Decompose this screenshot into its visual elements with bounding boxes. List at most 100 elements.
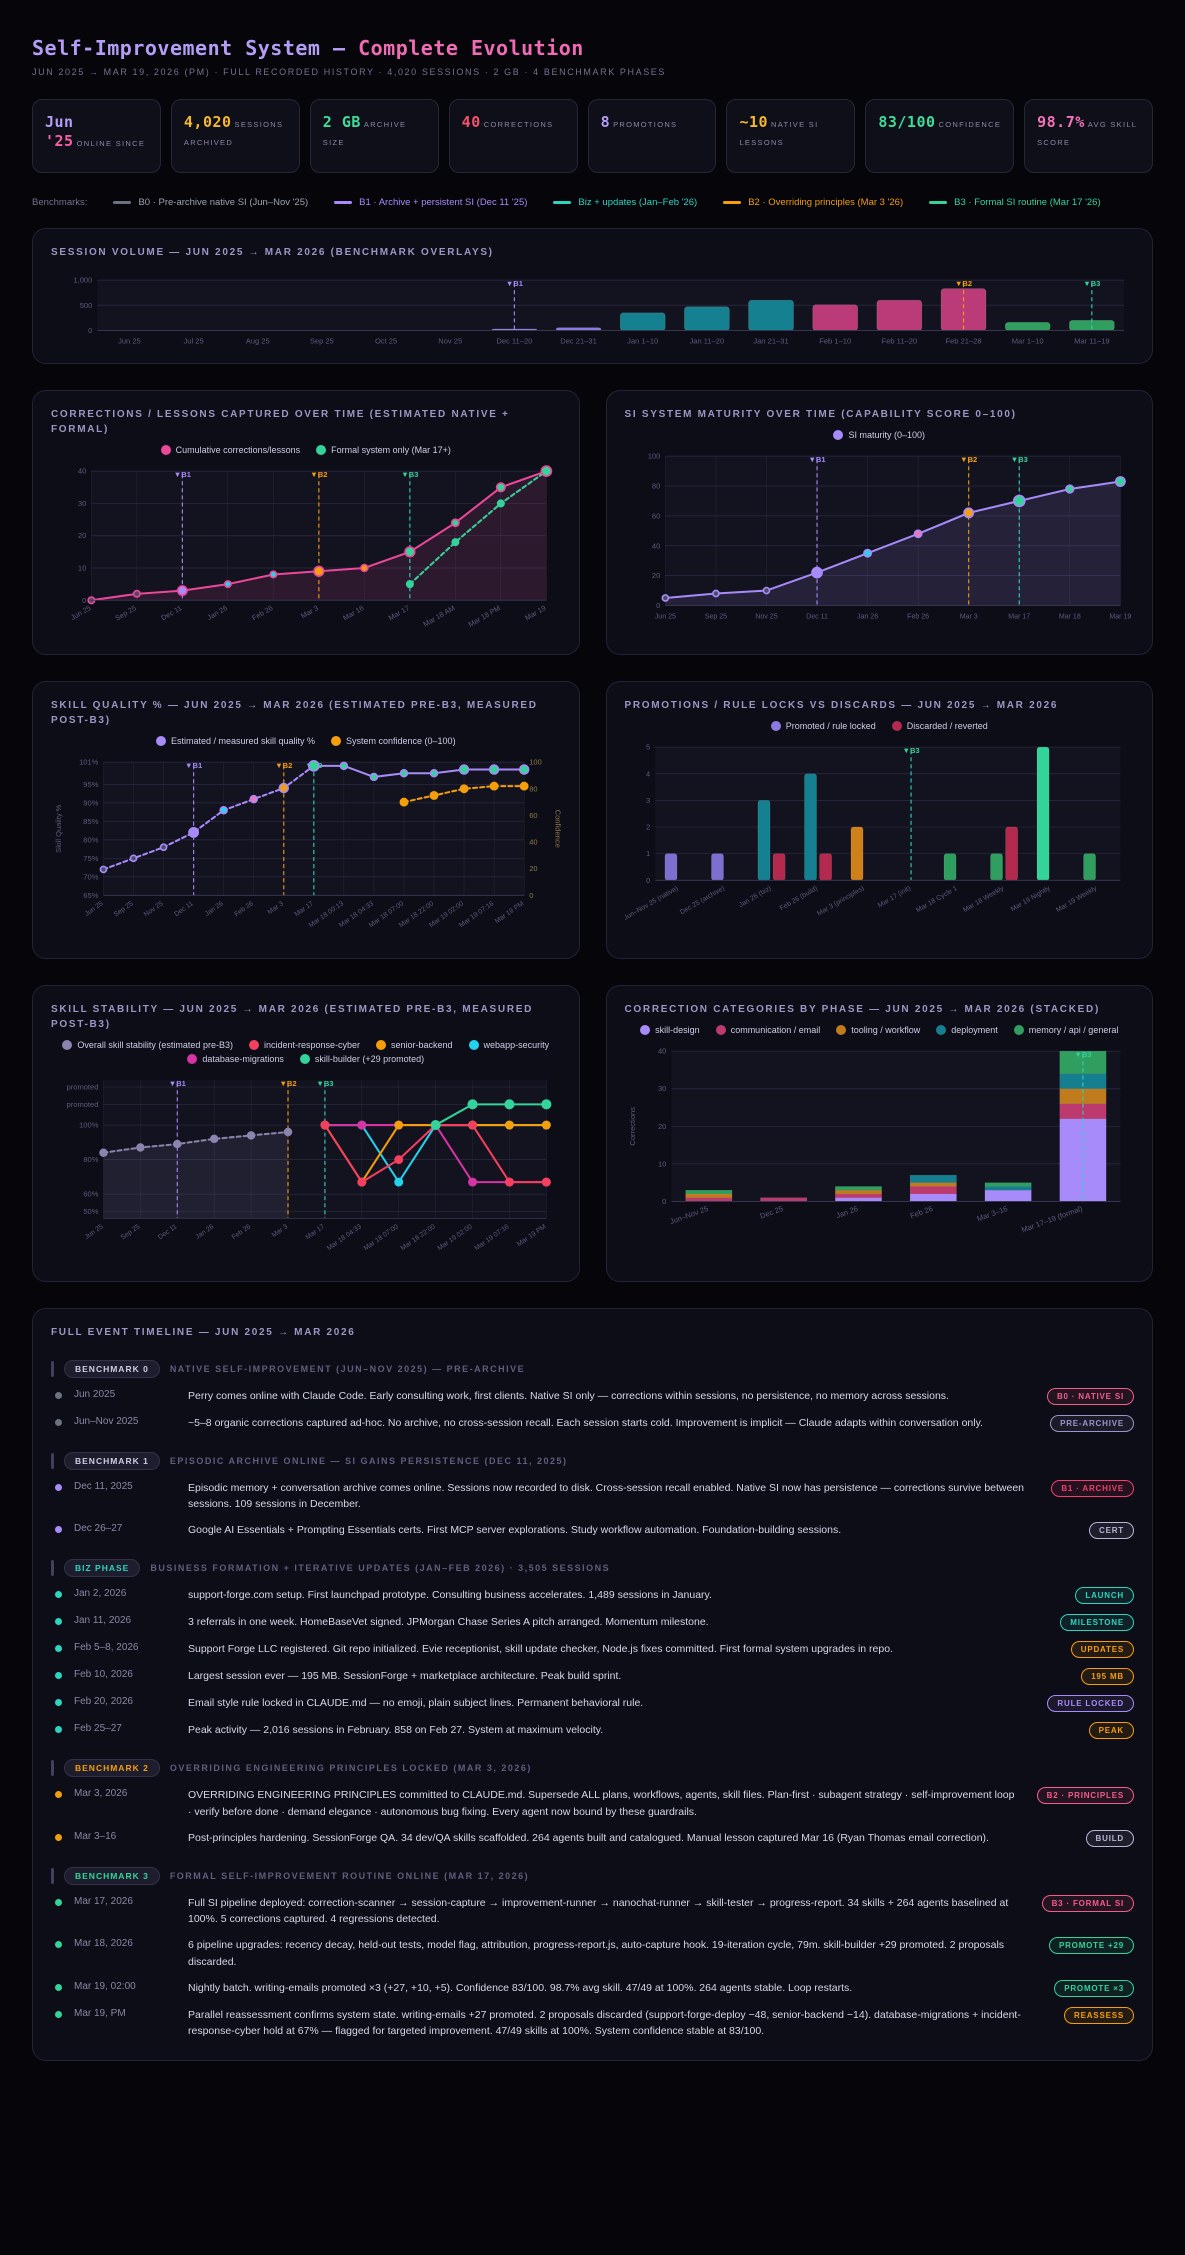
section-title: NATIVE SELF-IMPROVEMENT (JUN–NOV 2025) —… (169, 1363, 526, 1374)
legend-label: Discarded / reverted (906, 721, 988, 732)
event-dot (55, 1526, 62, 1534)
svg-text:▼B3: ▼B3 (1074, 1050, 1091, 1059)
svg-text:Mar 3: Mar 3 (959, 613, 977, 620)
svg-text:Feb 26: Feb 26 (908, 1204, 933, 1220)
chart-title: PROMOTIONS / RULE LOCKS VS DISCARDS — JU… (624, 700, 1059, 712)
timeline-row: Dec 26–27 Google AI Essentials + Promptin… (51, 1522, 1134, 1540)
legend-dot (770, 721, 781, 732)
section-title: BUSINESS FORMATION + ITERATIVE UPDATES (… (150, 1563, 611, 1574)
legend-label: Promoted / rule locked (785, 721, 876, 732)
legend-dot (891, 721, 902, 732)
skill-stability-plot: 50% 60% 80% 100% promoted promoted ▼B1 ▼B2 ▼B3 Ju… (51, 1064, 561, 1271)
svg-text:Feb 26 (build): Feb 26 (build) (778, 885, 818, 912)
section-title: OVERRIDING ENGINEERING PRINCIPLES LOCKED… (169, 1763, 532, 1774)
svg-text:Sep 25: Sep 25 (113, 900, 135, 918)
svg-text:Mar 17: Mar 17 (1008, 613, 1030, 620)
legend-item: System confidence (0–100) (331, 736, 456, 747)
svg-text:101%: 101% (79, 758, 99, 767)
benchmark-line-swatch (553, 201, 572, 204)
charts-row-2: SKILL QUALITY % — JUN 2025 → MAR 2026 (E… (32, 681, 1153, 985)
timeline-title: FULL EVENT TIMELINE — JUN 2025 → MAR 202… (51, 1326, 356, 1338)
timeline-row: Jan 2, 2026 support-forge.com setup. Firs… (51, 1587, 1134, 1605)
svg-text:Mar 19 PM: Mar 19 PM (494, 900, 526, 925)
skill-quality-plot: 65% 70% 75% 80% 85% 90% 95% 101% 0 20 40 60 80 100 Con… (51, 746, 560, 948)
event-date: Dec 11, 2025 (74, 1480, 133, 1492)
svg-text:Jan 26: Jan 26 (206, 603, 229, 622)
svg-text:Sep 25: Sep 25 (704, 613, 726, 620)
svg-text:20: 20 (651, 571, 659, 580)
svg-text:Jun–Nov 25: Jun–Nov 25 (668, 1204, 709, 1226)
page-title-accent: Complete Evolution (345, 36, 584, 60)
event-date: Feb 20, 2026 (74, 1696, 133, 1708)
skill-quality-card: SKILL QUALITY % — JUN 2025 → MAR 2026 (E… (32, 681, 580, 960)
legend-label: SI maturity (0–100) (848, 429, 926, 440)
event-tag-badge: B0 · NATIVE SI (1046, 1387, 1134, 1405)
legend-dot (331, 736, 341, 747)
event-tag-badge: RULE LOCKED (1047, 1695, 1134, 1713)
svg-text:Sep 25: Sep 25 (310, 337, 334, 346)
chart-title: CORRECTION CATEGORIES BY PHASE — JUN 202… (624, 1004, 1100, 1016)
event-date: Jan 11, 2026 (74, 1615, 132, 1627)
svg-text:Mar 1–10: Mar 1–10 (1012, 337, 1044, 346)
stats-row: Jun '25 ONLINE SINCE 4,020 SESSIONS ARCHIVE… (32, 99, 1154, 173)
svg-text:▼B3: ▼B3 (1083, 279, 1100, 288)
svg-text:60: 60 (651, 511, 659, 520)
benchmark-line-swatch (723, 201, 742, 204)
timeline-row: Mar 19, PM Parallel reassessment confirms… (51, 2007, 1134, 2040)
svg-text:Jan 21–31: Jan 21–31 (753, 337, 788, 346)
svg-text:Feb 26: Feb 26 (231, 1223, 253, 1241)
chart-legend: Promoted / rule locked Discarded / revert… (625, 721, 1135, 732)
svg-text:Mar 19 02:00: Mar 19 02:00 (437, 1223, 474, 1252)
svg-text:Jan 1–10: Jan 1–10 (627, 337, 658, 346)
event-date: Jan 2, 2026 (74, 1588, 127, 1600)
legend-dot (62, 1040, 73, 1051)
svg-text:40: 40 (529, 838, 537, 847)
timeline-row: Jan 11, 2026 3 referrals in one week. Hom… (51, 1614, 1134, 1632)
svg-text:▼B1: ▼B1 (506, 279, 523, 288)
event-date: Mar 3, 2026 (74, 1788, 128, 1800)
legend-dot (468, 1040, 479, 1051)
stat-value: '25 (45, 132, 74, 150)
svg-text:Dec 11: Dec 11 (157, 1223, 179, 1241)
svg-text:100: 100 (529, 758, 542, 767)
event-tag-badge: B2 · PRINCIPLES (1036, 1787, 1134, 1805)
session-volume-plot: 0 500 1,000 ▼B1 ▼B2 ▼B3 Jun 25 Jul 25 Aug 25 Sep … (51, 268, 1134, 353)
benchmark-legend-item: B2 · Overriding principles (Mar 3 '26) (723, 197, 903, 208)
svg-text:65%: 65% (83, 891, 98, 900)
svg-text:Dec 25 (archive): Dec 25 (archive) (678, 885, 725, 916)
svg-text:Sep 25: Sep 25 (120, 1223, 142, 1241)
svg-text:Jun 25: Jun 25 (654, 613, 675, 620)
svg-text:Sep 25: Sep 25 (113, 603, 137, 622)
event-tag-badge: CERT (1089, 1522, 1134, 1540)
section-marker-bar (51, 1867, 54, 1884)
legend-item: Cumulative corrections/lessons (160, 444, 300, 455)
event-dot (55, 2011, 62, 2019)
legend-dot (155, 736, 166, 747)
svg-text:Mar 18 04:33: Mar 18 04:33 (326, 1223, 363, 1252)
corrections-lessons-plot: 0 10 20 30 40 ▼B1 ▼B2 ▼B3 Jun 25 Sep 25 Dec 11 Jan … (51, 455, 561, 645)
svg-text:▼B2: ▼B2 (310, 470, 327, 479)
svg-text:promoted: promoted (67, 1100, 99, 1109)
event-date: Mar 19, PM (74, 2008, 126, 2020)
legend-dot (248, 1040, 259, 1051)
benchmark-legend-item: Biz + updates (Jan–Feb '26) (553, 197, 697, 208)
timeline-card: FULL EVENT TIMELINE — JUN 2025 → MAR 202… (32, 1307, 1153, 2061)
event-text: Support Forge LLC registered. Git repo i… (188, 1643, 893, 1656)
svg-text:20: 20 (529, 865, 537, 874)
section-badge: BENCHMARK 3 (64, 1866, 160, 1885)
svg-text:Mar 19 Weekly: Mar 19 Weekly (1055, 885, 1098, 914)
legend-dot (640, 1025, 651, 1036)
svg-text:Feb 26: Feb 26 (233, 900, 255, 918)
svg-text:▼B3: ▼B3 (401, 470, 418, 479)
stat-card: 8 PROMOTIONS (587, 99, 717, 173)
timeline-row: Feb 5–8, 2026 Support Forge LLC registere… (51, 1641, 1134, 1659)
svg-text:60: 60 (529, 811, 537, 820)
legend-item: senior-backend (376, 1040, 453, 1051)
event-dot (55, 1726, 62, 1734)
svg-text:0: 0 (88, 326, 92, 335)
event-date: Feb 25–27 (74, 1723, 122, 1735)
event-text: Google AI Essentials + Prompting Essenti… (188, 1524, 842, 1537)
session-volume-card: SESSION VOLUME — JUN 2025 → MAR 2026 (BE… (32, 228, 1153, 364)
benchmark-line-swatch (334, 201, 353, 204)
svg-text:80%: 80% (83, 1155, 98, 1164)
